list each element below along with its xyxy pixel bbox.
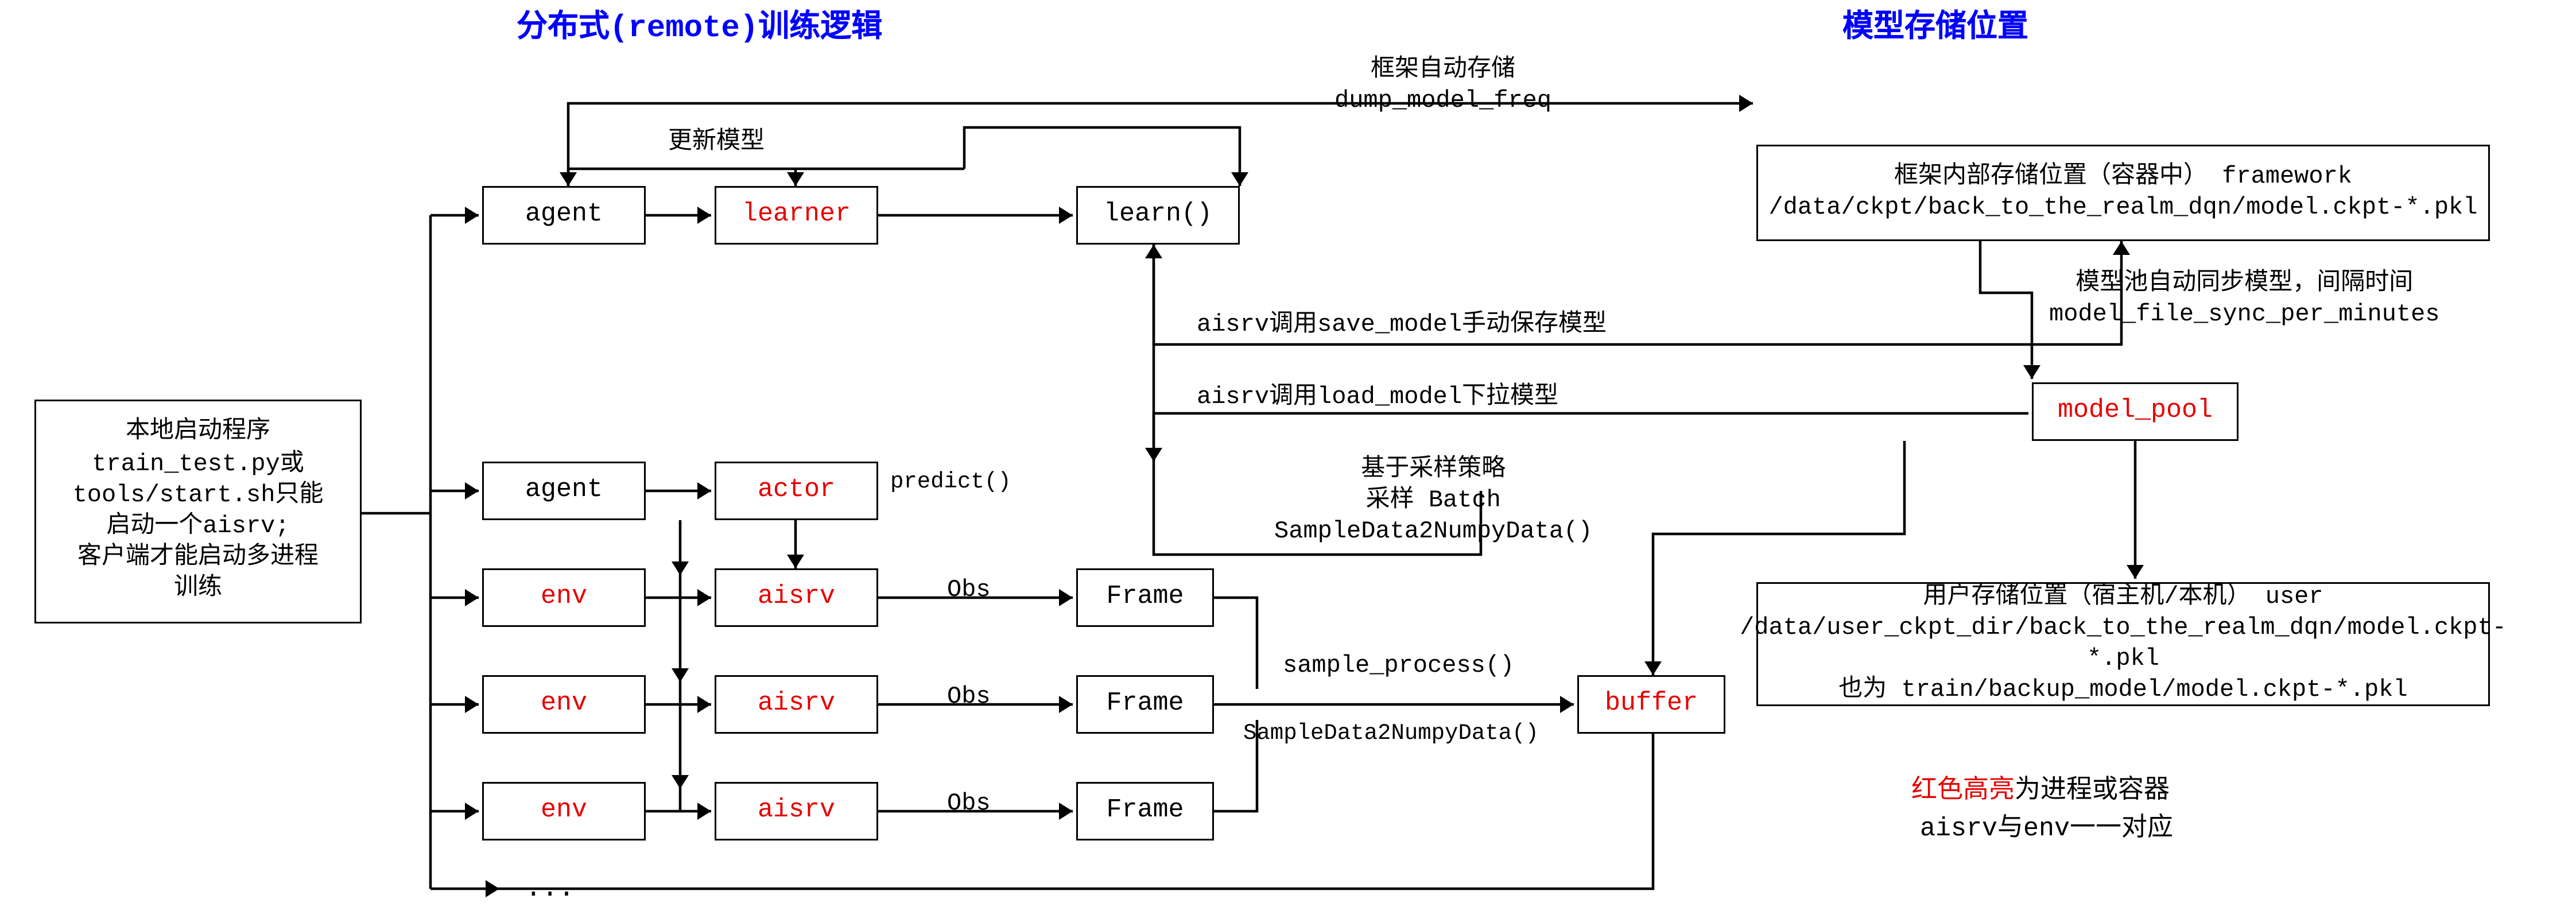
edge — [1214, 598, 1574, 811]
node-env2: env — [482, 675, 646, 734]
node-frame3: Frame — [1076, 782, 1214, 840]
edge — [1980, 241, 2032, 379]
heading-h1: 分布式(remote)训练逻辑 — [517, 10, 882, 51]
node-agent1: agent — [482, 186, 646, 245]
label-l_dots: ... — [525, 871, 575, 907]
label-l_note2: aisrv与env一一对应 — [1920, 813, 2173, 847]
node-modelpool: model_pool — [2032, 382, 2239, 441]
label-l_note1: 红色高亮为进程或容器 — [1911, 775, 2170, 809]
label-l_loadmodel: aisrv调用load_model下拉模型 — [1197, 382, 1558, 414]
label-l_obs2: Obs — [947, 682, 991, 714]
label-l_sampproc: sample_process() — [1283, 651, 1514, 683]
node-env3: env — [482, 782, 646, 840]
node-learn: learn() — [1076, 186, 1240, 245]
edge — [964, 127, 1240, 186]
diagram-canvas: 分布式(remote)训练逻辑 模型存储位置本地启动程序 train_test.p… — [0, 0, 2576, 918]
node-learner: learner — [715, 186, 878, 245]
label-l_autodump: 框架自动存储 dump_model_freq — [1334, 55, 1551, 118]
node-buffer: buffer — [1577, 675, 1725, 734]
label-l_batch: 基于采样策略 采样 Batch SampleData2NumpyData() — [1274, 455, 1593, 549]
node-userstore: 用户存储位置（宿主机/本机） user /data/user_ckpt_dir/… — [1756, 582, 2490, 706]
node-fwstore: 框架内部存储位置（容器中） framework /data/ckpt/back_… — [1756, 145, 2490, 241]
node-aisrv3: aisrv — [715, 782, 878, 840]
node-agent2: agent — [482, 462, 646, 520]
label-l_sync: 模型池自动同步模型，间隔时间 model_file_sync_per_minut… — [2049, 269, 2440, 331]
label-l_sampdata: SampleData2NumpyData() — [1243, 720, 1539, 749]
node-env1: env — [482, 568, 646, 627]
label-l_savemodel: aisrv调用save_model手动保存模型 — [1197, 310, 1607, 342]
node-aisrv1: aisrv — [715, 568, 878, 627]
label-l_obs3: Obs — [947, 789, 991, 820]
label-l_update: 更新模型 — [668, 127, 765, 159]
node-frame1: Frame — [1076, 568, 1214, 627]
edge — [362, 215, 499, 889]
node-aisrv2: aisrv — [715, 675, 878, 734]
label-l_obs1: Obs — [947, 575, 991, 607]
heading-h2: 模型存储位置 — [1842, 10, 2028, 51]
node-frame2: Frame — [1076, 675, 1214, 734]
node-start: 本地启动程序 train_test.py或 tools/start.sh只能 启… — [34, 400, 362, 623]
label-l_predict: predict() — [890, 468, 1011, 498]
node-actor: actor — [715, 462, 878, 520]
